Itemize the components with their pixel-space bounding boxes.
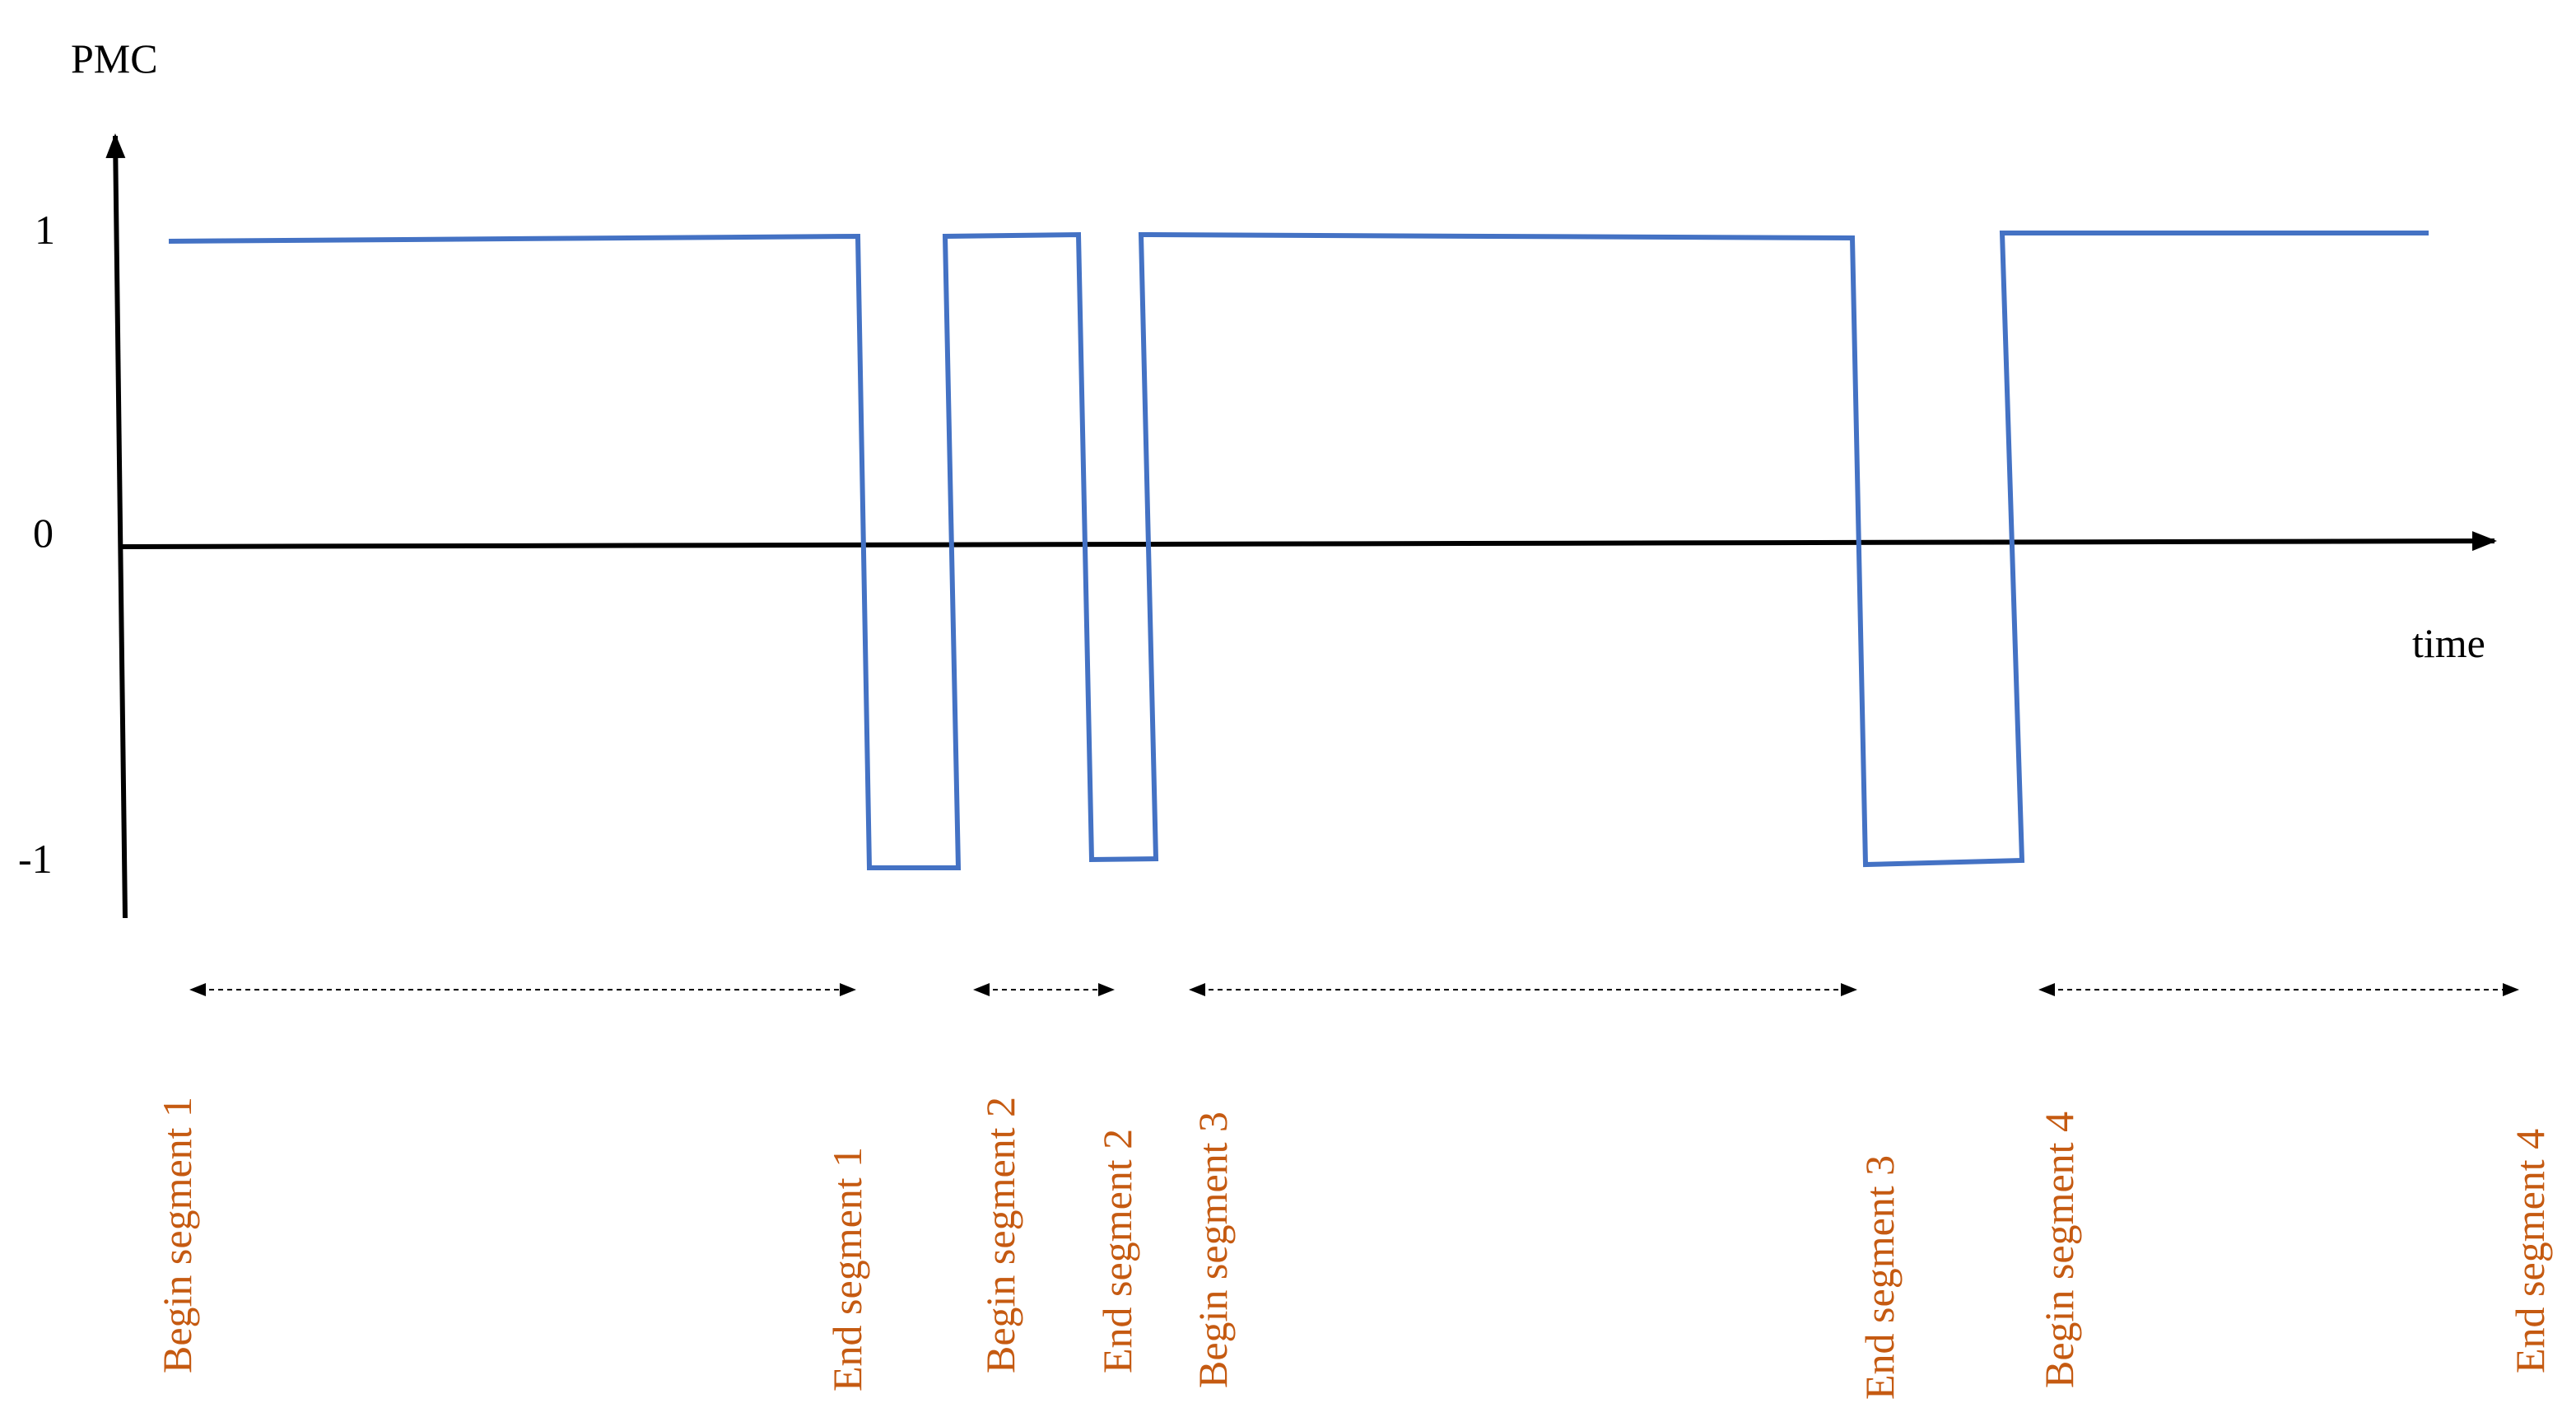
y-tick-0: 0 — [33, 510, 54, 556]
y-axis-label: PMC — [71, 35, 158, 82]
end-segment-2-label: End segment 2 — [1094, 1129, 1140, 1373]
end-segment-3-label: End segment 3 — [1856, 1155, 1903, 1400]
begin-segment-4-label: Begin segment 4 — [2036, 1112, 2082, 1388]
y-tick-minus-1: -1 — [18, 836, 53, 882]
y-axis — [105, 133, 128, 919]
pmc-signal-line — [168, 231, 2429, 870]
y-tick-1: 1 — [35, 207, 55, 253]
x-axis — [121, 531, 2497, 552]
begin-segment-3-label: Begin segment 3 — [1190, 1112, 1236, 1388]
begin-segment-2-label: Begin segment 2 — [977, 1097, 1023, 1373]
end-segment-4-label: End segment 4 — [2507, 1129, 2553, 1373]
x-axis-label: time — [2412, 620, 2485, 666]
end-segment-1-label: End segment 1 — [824, 1147, 870, 1391]
begin-segment-1-label: Begin segment 1 — [154, 1097, 200, 1373]
